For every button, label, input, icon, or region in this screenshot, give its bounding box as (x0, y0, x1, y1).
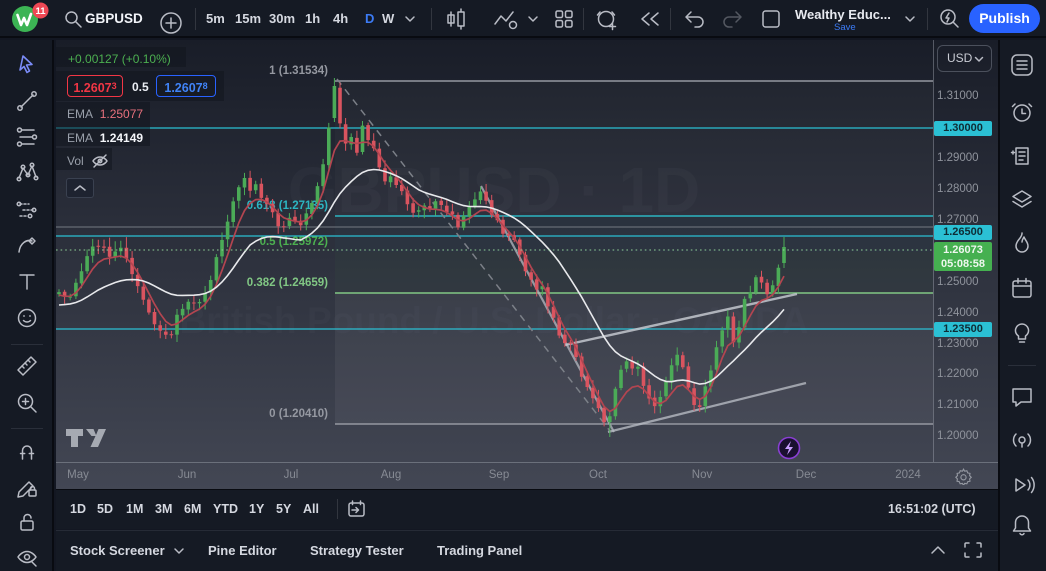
svg-text:0.382 (1.24659): 0.382 (1.24659) (247, 277, 328, 289)
svg-text:0.5 (1.25972): 0.5 (1.25972) (260, 236, 329, 248)
svg-text:11: 11 (35, 6, 46, 17)
svg-text:British Pound / U.S. Dollar ·: British Pound / U.S. Dollar · OANDA (179, 300, 808, 341)
svg-text:0 (1.20410): 0 (1.20410) (269, 408, 328, 420)
svg-text:GBPUSD · 1D: GBPUSD · 1D (288, 154, 701, 226)
svg-text:1 (1.31534): 1 (1.31534) (269, 65, 328, 77)
